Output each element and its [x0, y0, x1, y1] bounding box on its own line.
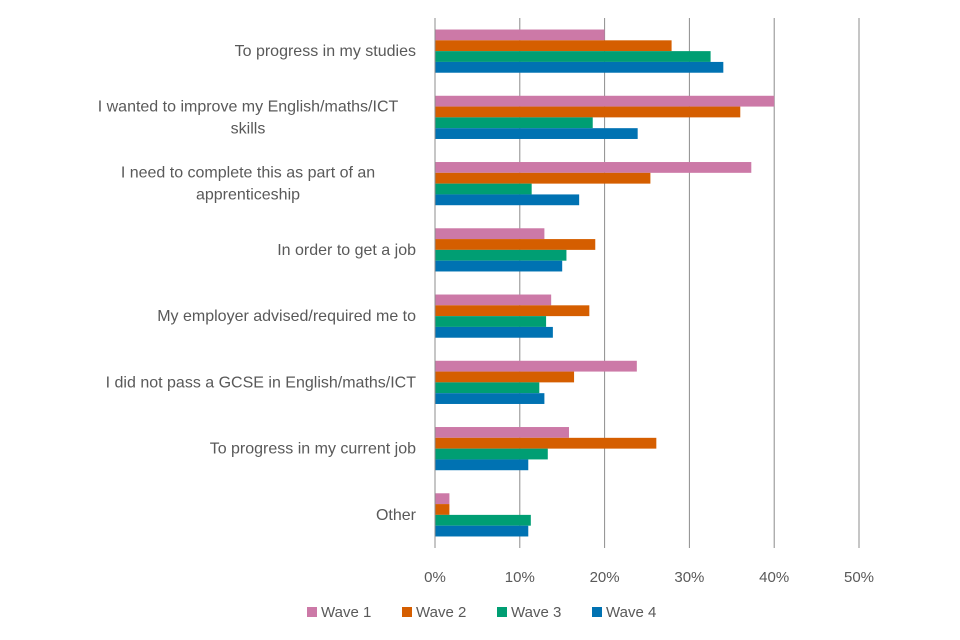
bar-wave-1-cat-6	[435, 427, 569, 438]
category-label-line: apprenticeship	[196, 187, 300, 204]
bar-wave-3-cat-6	[435, 448, 548, 460]
x-tick-label: 10%	[505, 569, 535, 586]
bar-wave-1-cat-7	[435, 493, 450, 505]
bar-wave-4-cat-6	[435, 459, 529, 471]
bar-wave-3-cat-2	[435, 183, 532, 195]
category-label: To progress in my studies	[235, 43, 416, 60]
category-label-line: To progress in my studies	[235, 43, 416, 60]
bar-wave-2-cat-1	[435, 106, 741, 118]
bar-wave-3-cat-4	[435, 316, 547, 327]
category-label: I need to complete this as part of an app…	[121, 165, 375, 204]
category-label-line: Other	[376, 507, 417, 524]
bars	[435, 29, 775, 537]
bar-wave-3-cat-1	[435, 117, 593, 129]
legend-label: Wave 1	[321, 604, 371, 621]
legend-swatch	[497, 607, 507, 617]
legend-swatch	[307, 607, 317, 617]
legend: Wave 1 Wave 2 Wave 3 Wave 4	[307, 604, 656, 621]
bar-wave-4-cat-3	[435, 260, 563, 272]
category-label: To progress in my current job	[210, 441, 416, 458]
category-label-line: skills	[231, 120, 266, 137]
bar-wave-2-cat-7	[435, 504, 450, 515]
category-labels: To progress in my studies I wanted to imp…	[98, 43, 417, 524]
bar-wave-2-cat-6	[435, 437, 657, 449]
x-tick-label: 20%	[590, 569, 620, 586]
bar-wave-1-cat-0	[435, 29, 605, 41]
bar-wave-3-cat-3	[435, 249, 567, 261]
category-label-line: In order to get a job	[277, 242, 416, 259]
bar-wave-1-cat-3	[435, 228, 545, 240]
category-label: My employer advised/required me to	[157, 308, 416, 325]
legend-swatch	[402, 607, 412, 617]
category-label: Other	[376, 507, 417, 524]
x-tick-label: 0%	[424, 569, 446, 586]
bar-wave-4-cat-5	[435, 393, 545, 404]
bar-wave-1-cat-2	[435, 162, 752, 173]
bar-wave-2-cat-0	[435, 40, 672, 52]
x-tick-labels: 0% 10% 20% 30% 40% 50%	[424, 569, 874, 586]
category-label-line: I did not pass a GCSE in English/maths/I…	[106, 374, 417, 391]
bar-wave-3-cat-0	[435, 51, 711, 62]
bar-wave-2-cat-2	[435, 172, 651, 184]
bar-wave-2-cat-5	[435, 371, 575, 383]
bar-wave-3-cat-7	[435, 514, 531, 526]
bar-wave-4-cat-1	[435, 128, 638, 139]
category-label: In order to get a job	[277, 242, 416, 259]
bar-wave-4-cat-4	[435, 326, 553, 338]
x-tick-label: 30%	[674, 569, 704, 586]
x-tick-label: 40%	[759, 569, 789, 586]
bar-wave-4-cat-2	[435, 194, 580, 206]
category-label-line: To progress in my current job	[210, 441, 416, 458]
bar-wave-4-cat-7	[435, 525, 529, 537]
x-tick-label: 50%	[844, 569, 874, 586]
bar-wave-3-cat-5	[435, 382, 540, 394]
category-label-line: I wanted to improve my English/maths/ICT	[98, 98, 399, 115]
legend-label: Wave 2	[416, 604, 466, 621]
bar-wave-1-cat-5	[435, 360, 637, 372]
legend-label: Wave 4	[606, 604, 656, 621]
bar-wave-2-cat-3	[435, 239, 596, 250]
category-label-line: I need to complete this as part of an	[121, 165, 375, 182]
legend-swatch	[592, 607, 602, 617]
bar-wave-1-cat-4	[435, 294, 552, 306]
bar-wave-2-cat-4	[435, 305, 590, 317]
category-label: I did not pass a GCSE in English/maths/I…	[106, 374, 417, 391]
bar-wave-4-cat-0	[435, 61, 724, 73]
category-label: I wanted to improve my English/maths/ICT…	[98, 98, 399, 137]
legend-label: Wave 3	[511, 604, 561, 621]
category-label-line: My employer advised/required me to	[157, 308, 416, 325]
bar-wave-1-cat-1	[435, 95, 775, 107]
